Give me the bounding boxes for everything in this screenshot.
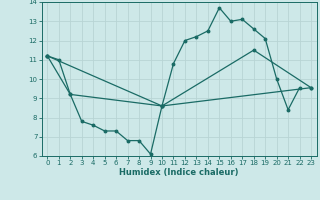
X-axis label: Humidex (Indice chaleur): Humidex (Indice chaleur) <box>119 168 239 177</box>
